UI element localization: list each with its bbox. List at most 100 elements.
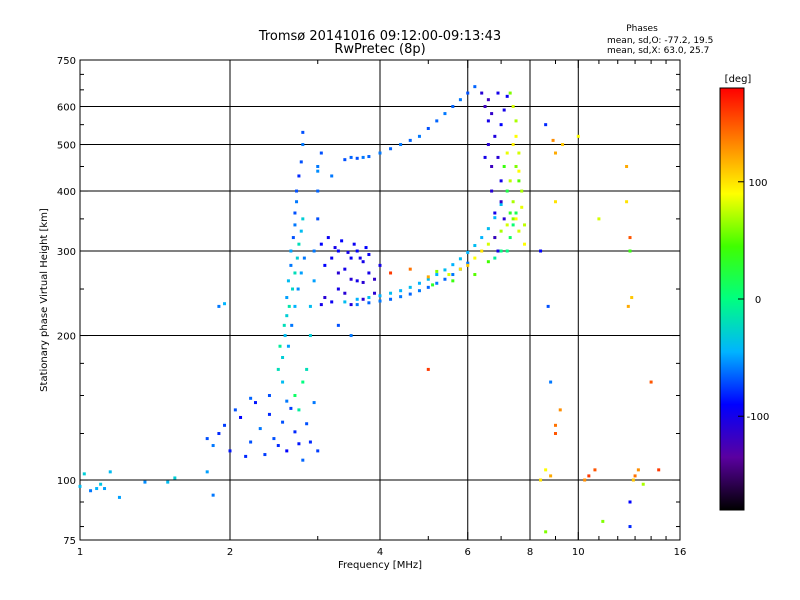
- echo-point: [290, 323, 294, 327]
- echo-point: [508, 211, 512, 215]
- echo-point: [108, 470, 112, 474]
- echo-point: [301, 458, 305, 462]
- echo-point: [451, 263, 455, 267]
- echo-point: [417, 134, 421, 138]
- echo-point: [349, 155, 353, 159]
- echo-point: [408, 285, 412, 289]
- echo-point: [323, 263, 327, 267]
- echo-point: [330, 174, 334, 178]
- echo-point: [435, 281, 439, 285]
- echo-point: [295, 256, 299, 260]
- echo-point: [299, 229, 303, 233]
- y-tick-label: 600: [57, 103, 76, 114]
- echo-point: [355, 249, 359, 253]
- x-tick-label: 2: [227, 547, 233, 558]
- echo-point: [319, 242, 323, 246]
- echo-point: [499, 202, 503, 206]
- echo-point: [287, 304, 291, 308]
- echo-point: [561, 143, 565, 147]
- echo-point: [82, 472, 86, 476]
- echo-point: [511, 105, 515, 109]
- echo-point: [297, 242, 301, 246]
- echo-point: [95, 487, 99, 491]
- echo-point: [323, 296, 327, 300]
- echo-point: [539, 478, 543, 482]
- echo-point: [301, 217, 305, 221]
- echo-point: [408, 292, 412, 296]
- echo-point: [319, 303, 323, 307]
- echo-point: [293, 223, 297, 227]
- echo-point: [514, 211, 518, 215]
- echo-point: [276, 444, 280, 448]
- echo-point: [285, 296, 289, 300]
- echo-point: [499, 229, 503, 233]
- echo-point: [502, 108, 506, 112]
- echo-point: [493, 256, 497, 260]
- echo-point: [293, 211, 297, 215]
- echo-point: [443, 112, 447, 116]
- y-tick-label: 500: [57, 141, 76, 152]
- echo-point: [367, 296, 371, 300]
- echo-point: [399, 143, 403, 147]
- echo-point: [272, 437, 276, 441]
- echo-point: [173, 476, 177, 480]
- echo-point: [490, 112, 494, 116]
- echo-point: [486, 119, 490, 123]
- echo-point: [349, 303, 353, 307]
- echo-point: [593, 468, 597, 472]
- phase-colorbar: 100 0 -100: [719, 87, 769, 511]
- echo-point: [480, 249, 484, 253]
- echo-point: [493, 211, 497, 215]
- echo-point: [361, 155, 365, 159]
- echo-point: [143, 480, 147, 484]
- echo-point: [343, 300, 347, 304]
- echo-point: [657, 468, 661, 472]
- echo-point: [305, 367, 309, 371]
- echo-point: [389, 291, 393, 295]
- echo-point: [367, 271, 371, 275]
- echo-point: [286, 344, 290, 348]
- echo-point: [649, 380, 653, 384]
- x-tick-label: 16: [674, 547, 687, 558]
- echo-point: [301, 130, 305, 134]
- echo-point: [553, 423, 557, 427]
- echo-point: [308, 304, 312, 308]
- echo-point: [466, 263, 470, 267]
- echo-point: [316, 449, 320, 453]
- echo-point: [330, 300, 334, 304]
- echo-point: [496, 91, 500, 95]
- echo-point: [576, 134, 580, 138]
- echo-point: [626, 304, 630, 308]
- echo-point: [549, 474, 553, 478]
- echo-point: [511, 143, 515, 147]
- echo-point: [285, 449, 289, 453]
- echo-point: [326, 236, 330, 240]
- echo-point: [302, 256, 306, 260]
- echo-point: [451, 279, 455, 283]
- echo-point: [466, 250, 470, 254]
- echo-point: [289, 263, 293, 267]
- echo-point: [514, 217, 518, 221]
- echo-point: [285, 314, 289, 318]
- echo-point: [293, 304, 297, 308]
- echo-point: [364, 246, 368, 250]
- echo-point: [486, 98, 490, 102]
- echo-point: [293, 430, 297, 434]
- echo-point: [636, 468, 640, 472]
- echo-point: [355, 279, 359, 283]
- echo-point: [352, 242, 356, 246]
- echo-point: [628, 249, 632, 253]
- echo-point: [499, 123, 503, 127]
- echo-point: [293, 271, 297, 275]
- echo-point: [103, 487, 107, 491]
- echo-point: [408, 267, 412, 271]
- echo-point: [346, 250, 350, 254]
- echo-point: [480, 91, 484, 95]
- echo-point: [217, 304, 221, 308]
- echo-point: [336, 249, 340, 253]
- echo-point: [78, 484, 82, 488]
- echo-point: [205, 470, 209, 474]
- echo-point: [301, 143, 305, 147]
- echo-point: [628, 236, 632, 240]
- echo-point: [295, 189, 299, 193]
